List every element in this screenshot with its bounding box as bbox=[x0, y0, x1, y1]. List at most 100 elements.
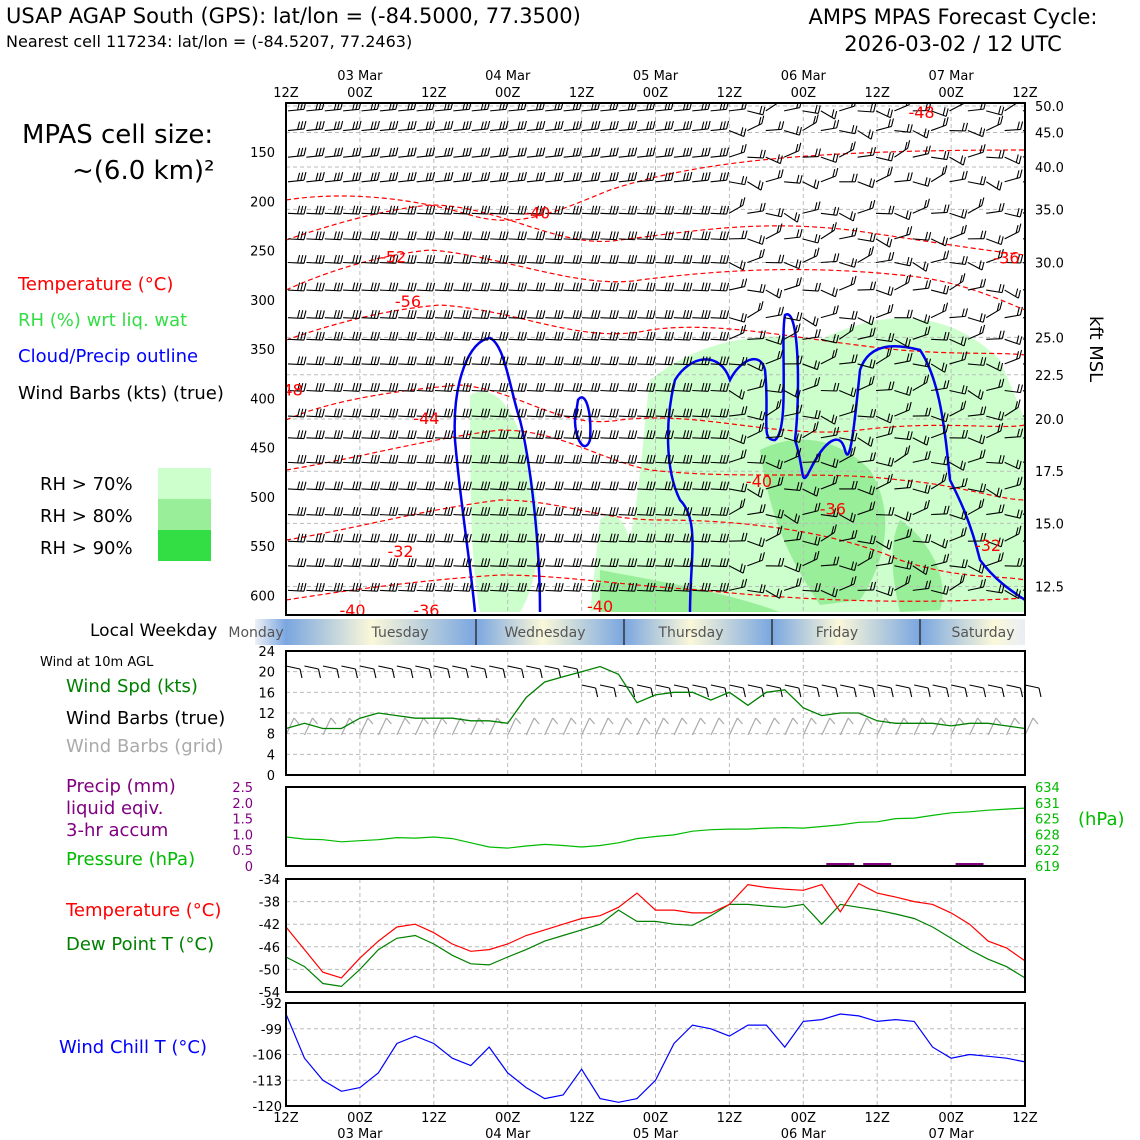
wind-barb bbox=[362, 206, 380, 214]
wind-barb-flag bbox=[613, 255, 615, 263]
wind-barb-flag bbox=[744, 314, 746, 322]
wind-barb-staff bbox=[986, 339, 1002, 340]
xs-height-tick: 40.0 bbox=[1035, 161, 1064, 176]
wind-barb-staff bbox=[545, 339, 561, 340]
wind-barb-staff bbox=[435, 318, 451, 319]
wind-barb bbox=[637, 148, 655, 158]
wind-barb-flag bbox=[610, 173, 612, 181]
wind-barb-flag bbox=[1039, 483, 1041, 491]
wind-barb-flag bbox=[304, 507, 306, 515]
precip-ytick: 1.0 bbox=[232, 828, 253, 843]
wind-barb-flag bbox=[573, 383, 575, 391]
wind-barb-staff bbox=[656, 290, 672, 291]
wind-barb-flag bbox=[466, 148, 468, 156]
wind-barb-staff bbox=[362, 590, 378, 591]
wind-barb-flag bbox=[433, 431, 435, 439]
wind-barb-staff bbox=[362, 438, 378, 439]
wind-barb-staff bbox=[288, 489, 304, 490]
wind-barb bbox=[306, 409, 324, 417]
wind-barb-staff bbox=[306, 156, 322, 158]
wind-barb-flag bbox=[429, 148, 431, 156]
wind-barb bbox=[509, 231, 527, 239]
wind-barb-flag bbox=[341, 409, 343, 417]
wind-barb-staff bbox=[490, 290, 506, 291]
wind-barb-flag bbox=[873, 147, 875, 155]
temp-ytick: -42 bbox=[259, 918, 280, 933]
wind-barb bbox=[417, 481, 435, 489]
wind-barb-flag bbox=[536, 481, 538, 489]
surface-barb-grid-flag bbox=[811, 718, 816, 724]
wind-barb-flag bbox=[469, 283, 471, 291]
wind-barb bbox=[821, 222, 836, 239]
wind-barb-flag bbox=[466, 206, 468, 214]
wind-ytick: 4 bbox=[267, 748, 275, 763]
wind-barb-flag bbox=[543, 559, 545, 567]
wind-barb-flag bbox=[301, 455, 303, 463]
wind-barb-flag bbox=[946, 117, 948, 125]
wind-barb-flag bbox=[426, 383, 428, 391]
wind-barb-flag bbox=[429, 583, 431, 591]
wind-barb bbox=[968, 197, 984, 213]
wind-barb-flag bbox=[613, 357, 615, 365]
wind-barb bbox=[619, 231, 637, 239]
wind-barb-flag bbox=[304, 148, 306, 156]
wind-barb-flag bbox=[647, 332, 649, 340]
wind-barb-flag bbox=[576, 232, 578, 240]
wind-barb bbox=[362, 356, 380, 364]
wind-barb-staff bbox=[656, 339, 672, 340]
wind-barb bbox=[729, 127, 746, 136]
wind-barb-flag bbox=[319, 172, 321, 180]
wind-barb-flag bbox=[965, 123, 967, 131]
wind-barb bbox=[398, 430, 416, 438]
wind-barb-flag bbox=[598, 206, 600, 214]
wind-barb-flag bbox=[396, 310, 398, 318]
wind-barb-flag bbox=[426, 283, 428, 291]
surface-barb-true bbox=[748, 685, 762, 688]
wind-barb-staff bbox=[545, 566, 561, 567]
wind-barb-flag bbox=[999, 106, 1001, 114]
wind-barb-staff bbox=[766, 177, 781, 181]
wind-barb-flag bbox=[558, 534, 560, 542]
surface-barb-true-flag bbox=[448, 669, 450, 678]
wind-barb-flag bbox=[353, 481, 355, 489]
wind-barb-flag bbox=[665, 310, 667, 318]
wind-barb-flag bbox=[628, 481, 630, 489]
wind-barb-flag bbox=[334, 356, 336, 364]
wind-barb-staff bbox=[582, 239, 598, 240]
wind-barb bbox=[545, 558, 563, 566]
wind-barb-staff bbox=[821, 176, 836, 182]
wind-barb-flag bbox=[356, 283, 358, 291]
wind-barb-flag bbox=[338, 482, 340, 490]
wind-barb-flag bbox=[1017, 122, 1019, 130]
wind-barb-flag bbox=[371, 283, 373, 291]
wind-barb-flag bbox=[702, 283, 704, 291]
wind-barb-flag bbox=[892, 206, 894, 214]
wind-barb-staff bbox=[564, 318, 580, 319]
wind-barb-staff bbox=[343, 416, 359, 417]
wind-barb-staff bbox=[417, 566, 433, 567]
wind-barb-flag bbox=[595, 430, 597, 438]
wind-barb-flag bbox=[463, 430, 465, 438]
wind-barb-flag bbox=[561, 172, 563, 180]
wind-barb-flag bbox=[668, 148, 670, 156]
wind-barb-flag bbox=[980, 127, 982, 135]
wind-barb-flag bbox=[469, 383, 471, 391]
wind-barb bbox=[600, 383, 618, 391]
wind-barb bbox=[288, 507, 306, 515]
wind-barb-staff bbox=[619, 213, 635, 214]
rh-shading bbox=[470, 392, 539, 612]
wind-barb-flag bbox=[555, 310, 557, 318]
wind-barb-flag bbox=[573, 481, 575, 489]
wind-barb bbox=[600, 409, 618, 417]
wind-barb-staff bbox=[931, 125, 946, 130]
wind-barb-flag bbox=[301, 357, 303, 365]
wind-barb bbox=[582, 383, 600, 391]
wind-barb-flag bbox=[1000, 182, 1002, 190]
wind-barb bbox=[362, 148, 380, 158]
wind-barb-flag bbox=[616, 232, 618, 240]
wind-barb-flag bbox=[610, 383, 612, 391]
wind-barb-staff bbox=[325, 129, 341, 131]
wind-barb-flag bbox=[374, 357, 376, 365]
wind-barb bbox=[343, 231, 361, 239]
wind-barb-flag bbox=[445, 173, 447, 181]
